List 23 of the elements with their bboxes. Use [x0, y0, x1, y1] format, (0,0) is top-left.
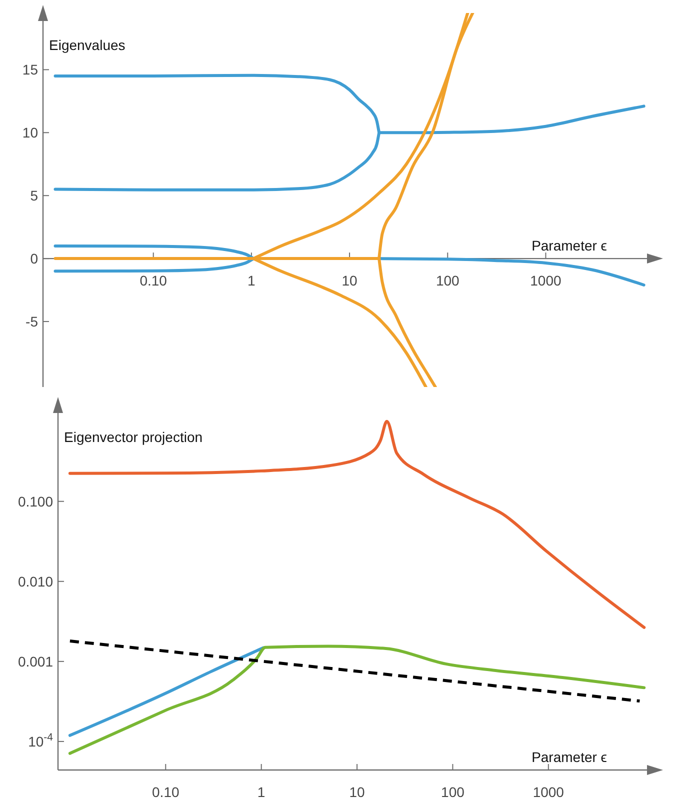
y-tick-label: 10$^{-4}$	[28, 731, 54, 750]
y-tick-label: 0.100	[18, 493, 54, 510]
x-tick-label: 10	[349, 784, 366, 800]
y-tick-label: 0	[30, 250, 38, 267]
x-tick-label: 0.10	[152, 784, 180, 800]
x-axis-title: Parameter ϵ	[532, 749, 607, 765]
y-axis-title: Eigenvector projection	[64, 429, 203, 445]
y-tick-label: 0.010	[18, 573, 54, 590]
x-tick-label: 10	[342, 272, 358, 289]
x-axis-title: Parameter ϵ	[532, 238, 607, 254]
x-tick-label: 100	[436, 272, 460, 289]
x-tick-label: 1	[248, 272, 256, 289]
y-tick-label: -5	[26, 314, 38, 330]
x-tick-label: 1	[257, 784, 266, 800]
x-tick-label: 0.10	[140, 272, 168, 289]
x-tick-label: 1000	[532, 784, 564, 800]
y-tick-label: 5	[30, 188, 38, 204]
y-tick-label: 10	[22, 124, 38, 141]
x-tick-label: 1000	[530, 272, 562, 289]
x-tick-label: 100	[441, 784, 465, 800]
y-tick-label: 15	[22, 62, 38, 78]
y-tick-label: 0.001	[18, 653, 54, 670]
y-axis-title: Eigenvalues	[49, 37, 126, 53]
